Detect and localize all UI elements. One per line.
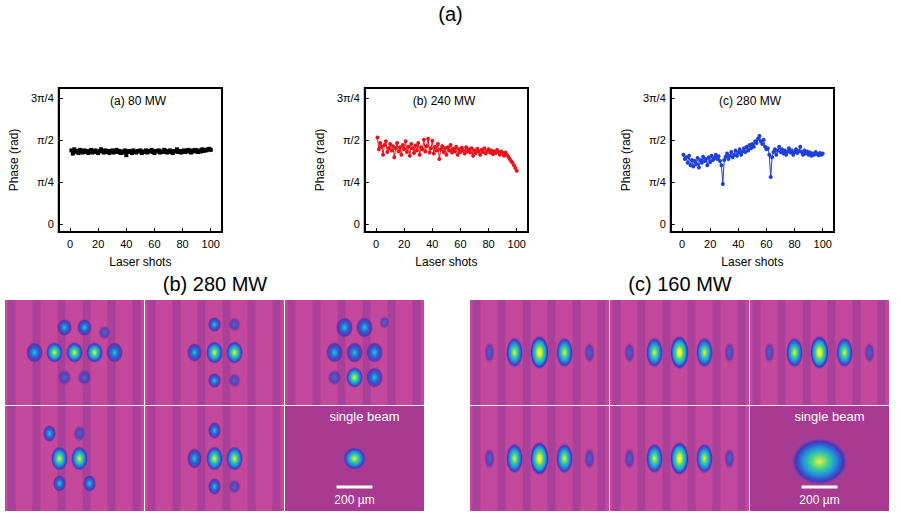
svg-text:3π/4: 3π/4 — [31, 92, 54, 104]
svg-text:200 µm: 200 µm — [334, 493, 374, 507]
svg-text:200 µm: 200 µm — [799, 493, 839, 507]
svg-text:40: 40 — [120, 238, 132, 250]
svg-text:0: 0 — [354, 218, 360, 230]
svg-text:60: 60 — [760, 238, 772, 250]
svg-text:π/4: π/4 — [343, 176, 360, 188]
svg-text:100: 100 — [814, 238, 832, 250]
svg-text:Laser shots: Laser shots — [415, 255, 477, 269]
svg-text:single beam: single beam — [794, 409, 864, 424]
svg-text:80: 80 — [788, 238, 800, 250]
svg-text:100: 100 — [508, 238, 526, 250]
svg-text:π/2: π/2 — [37, 134, 54, 146]
svg-text:40: 40 — [426, 238, 438, 250]
svg-text:(b) 240 MW: (b) 240 MW — [413, 94, 476, 108]
svg-text:(a) 80 MW: (a) 80 MW — [110, 94, 167, 108]
svg-text:Laser shots: Laser shots — [721, 255, 783, 269]
svg-text:0: 0 — [660, 218, 666, 230]
svg-text:80: 80 — [176, 238, 188, 250]
svg-text:π/2: π/2 — [649, 134, 666, 146]
svg-text:π/4: π/4 — [37, 176, 54, 188]
svg-text:3π/4: 3π/4 — [643, 92, 666, 104]
html-text:(c) 160 MW: (c) 160 MW — [628, 273, 732, 295]
svg-text:60: 60 — [454, 238, 466, 250]
svg-text:Phase (rad): Phase (rad) — [313, 129, 327, 192]
svg-text:60: 60 — [148, 238, 160, 250]
svg-text:40: 40 — [732, 238, 744, 250]
svg-text:20: 20 — [398, 238, 410, 250]
svg-text:π/2: π/2 — [343, 134, 360, 146]
html-text:(a): (a) — [438, 3, 463, 25]
svg-text:3π/4: 3π/4 — [337, 92, 360, 104]
svg-text:0: 0 — [48, 218, 54, 230]
svg-text:80: 80 — [482, 238, 494, 250]
svg-text:single beam: single beam — [329, 409, 399, 424]
svg-text:π/4: π/4 — [649, 176, 666, 188]
html-text:(b) 280 MW: (b) 280 MW — [162, 273, 268, 295]
svg-text:Phase (rad): Phase (rad) — [7, 129, 21, 192]
svg-text:20: 20 — [704, 238, 716, 250]
svg-text:Laser shots: Laser shots — [109, 255, 171, 269]
svg-text:20: 20 — [92, 238, 104, 250]
svg-text:0: 0 — [67, 238, 73, 250]
svg-text:(c) 280 MW: (c) 280 MW — [719, 94, 782, 108]
svg-text:Phase (rad): Phase (rad) — [619, 129, 633, 192]
svg-text:0: 0 — [373, 238, 379, 250]
svg-text:100: 100 — [202, 238, 220, 250]
svg-text:0: 0 — [679, 238, 685, 250]
